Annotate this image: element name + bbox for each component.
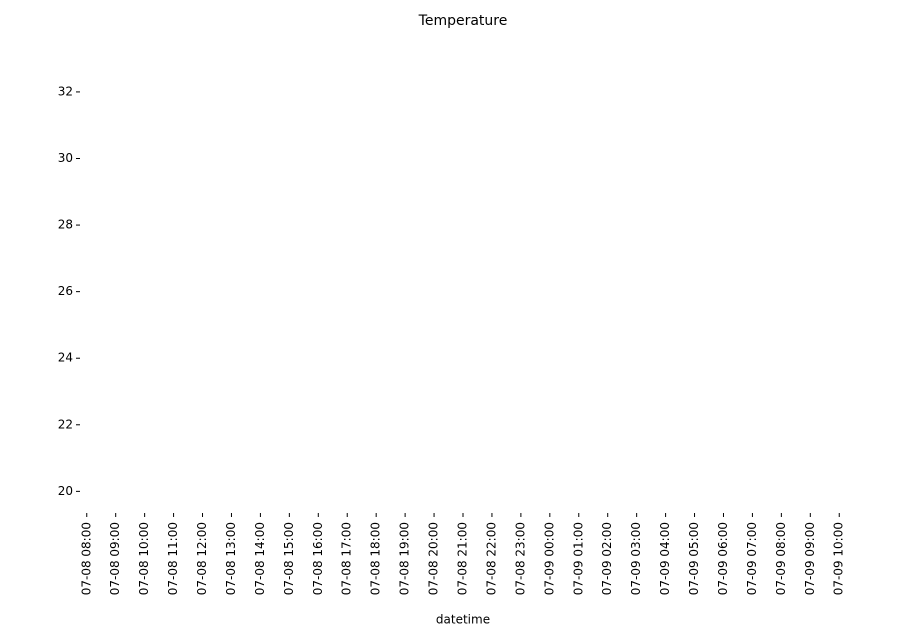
y-tick-label: 20	[58, 484, 73, 498]
x-tick-label: 07-09 01:00	[571, 522, 585, 595]
chart-title: Temperature	[418, 13, 508, 29]
x-tick-label: 07-09 05:00	[687, 522, 701, 595]
x-tick-label: 07-09 10:00	[832, 522, 846, 595]
y-tick-label: 22	[58, 417, 73, 431]
x-tick-label: 07-09 06:00	[716, 522, 730, 595]
x-axis-label: datetime	[436, 613, 490, 627]
x-tick-label: 07-08 10:00	[137, 522, 151, 595]
x-tick-label: 07-08 22:00	[484, 522, 498, 595]
x-tick-label: 07-08 09:00	[108, 522, 122, 595]
y-tick-label: 32	[58, 84, 73, 98]
x-tick-label: 07-08 12:00	[195, 522, 209, 595]
x-tick-label: 07-08 23:00	[513, 522, 527, 595]
x-tick-label: 07-09 09:00	[803, 522, 817, 595]
x-tick-label: 07-08 19:00	[398, 522, 412, 595]
x-tick-label: 07-08 13:00	[224, 522, 238, 595]
y-tick-label: 30	[58, 151, 73, 165]
x-tick-label: 07-08 14:00	[253, 522, 267, 595]
x-tick-label: 07-09 00:00	[542, 522, 556, 595]
x-tick-label: 07-08 20:00	[427, 522, 441, 595]
x-tick-label: 07-08 11:00	[166, 522, 180, 595]
x-tick-label: 07-08 16:00	[311, 522, 325, 595]
x-tick-label: 07-08 15:00	[282, 522, 296, 595]
x-tick-label: 07-08 08:00	[79, 522, 93, 595]
x-tick-label: 07-09 08:00	[774, 522, 788, 595]
x-tick-label: 07-08 21:00	[456, 522, 470, 595]
x-tick-label: 07-09 02:00	[600, 522, 614, 595]
y-tick-label: 26	[58, 284, 73, 298]
x-tick-label: 07-09 03:00	[629, 522, 643, 595]
x-tick-label: 07-09 07:00	[745, 522, 759, 595]
x-tick-label: 07-08 17:00	[340, 522, 354, 595]
y-tick-label: 28	[58, 218, 73, 232]
x-tick-label: 07-09 04:00	[658, 522, 672, 595]
x-tick-label: 07-08 18:00	[369, 522, 383, 595]
y-tick-label: 24	[58, 351, 73, 365]
